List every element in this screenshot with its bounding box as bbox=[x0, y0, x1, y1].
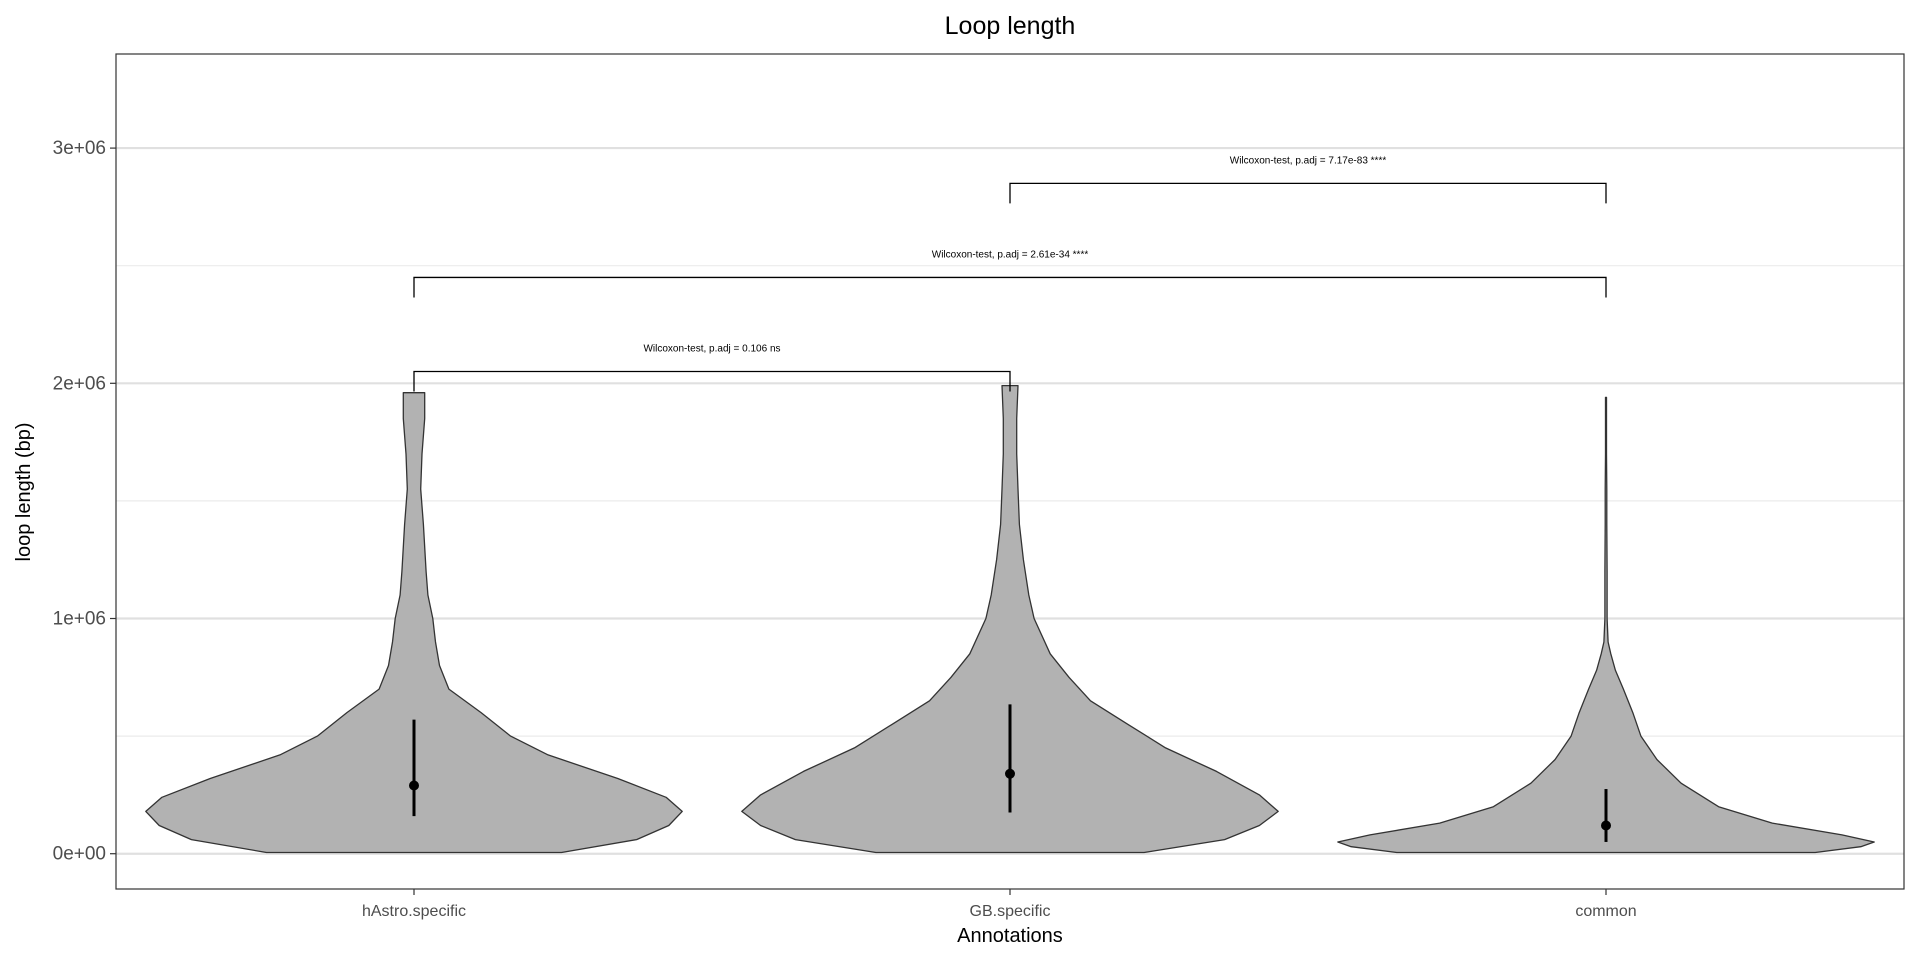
comparison-label: Wilcoxon-test, p.adj = 7.17e-83 **** bbox=[1230, 155, 1387, 166]
median-point-GB.specific bbox=[1005, 768, 1015, 779]
y-tick-label: 3e+06 bbox=[53, 138, 106, 159]
y-tick-label: 1e+06 bbox=[53, 609, 106, 630]
comparison-label: Wilcoxon-test, p.adj = 0.106 ns bbox=[643, 344, 780, 355]
x-tick-label: hAstro.specific bbox=[362, 903, 466, 920]
violin-hAstro.specific bbox=[145, 392, 683, 854]
y-axis-title: loop length (bp) bbox=[13, 423, 35, 562]
violin-layer bbox=[145, 384, 1875, 854]
comparison-bracket bbox=[413, 370, 1011, 392]
x-axis-title: Annotations bbox=[957, 925, 1063, 947]
comparison-label: Wilcoxon-test, p.adj = 2.61e-34 **** bbox=[932, 249, 1089, 260]
violin-GB.specific bbox=[741, 384, 1279, 854]
y-tick-label: 0e+00 bbox=[53, 844, 106, 865]
x-tick-label: common bbox=[1575, 903, 1636, 920]
axis-layer: 0e+00 1e+06 2e+06 3e+06 hAstro.specific GB.sp… bbox=[53, 138, 1637, 920]
comparison-bracket bbox=[1009, 182, 1607, 204]
median-point-hAstro.specific bbox=[409, 780, 419, 791]
x-tick-label: GB.specific bbox=[970, 903, 1051, 920]
violin-common bbox=[1337, 396, 1875, 854]
chart-title: Loop length bbox=[945, 12, 1076, 40]
comparison-bracket bbox=[413, 276, 1607, 298]
annotation-layer: Wilcoxon-test, p.adj = 0.106 ns Wilcoxon-… bbox=[413, 155, 1607, 392]
median-point-common bbox=[1601, 820, 1611, 831]
y-tick-label: 2e+06 bbox=[53, 373, 106, 394]
